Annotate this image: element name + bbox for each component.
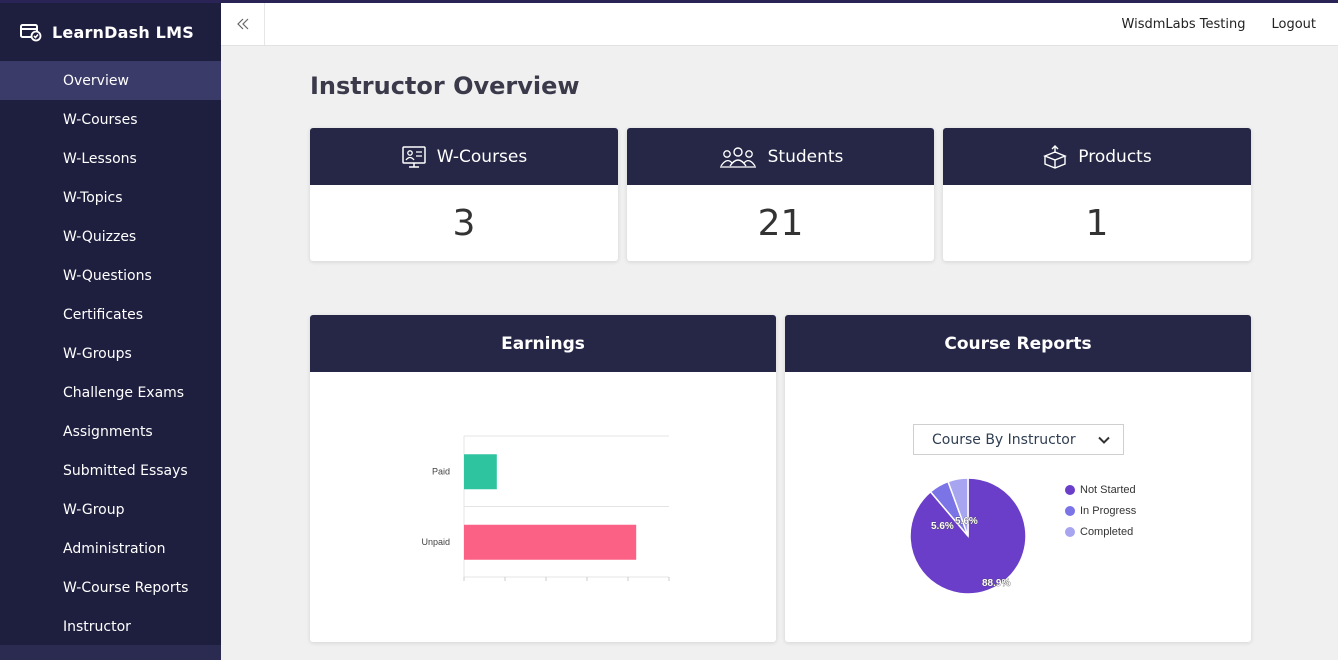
topbar: WisdmLabs Testing Logout bbox=[221, 3, 1338, 46]
course-filter-value: Course By Instructor bbox=[932, 431, 1076, 448]
legend-dot-in-progress bbox=[1065, 505, 1075, 516]
sidebar-item-w-group[interactable]: W-Group bbox=[63, 501, 125, 518]
pie-legend: Not Started In Progress Completed bbox=[1065, 479, 1136, 542]
sidebar-nav: Overview W-Courses W-Lessons W-Topics W-… bbox=[0, 61, 221, 646]
collapse-sidebar-button[interactable] bbox=[221, 3, 265, 45]
sidebar-item-w-topics[interactable]: W-Topics bbox=[63, 189, 123, 206]
brand[interactable]: LearnDash LMS bbox=[20, 18, 194, 46]
stat-value-courses: 3 bbox=[452, 202, 476, 244]
course-reports-pie: 88.9% 5.6% 5.6% bbox=[909, 477, 1027, 595]
legend-label: In Progress bbox=[1080, 504, 1137, 517]
legend-label: Not Started bbox=[1080, 483, 1136, 496]
bar-unpaid[interactable] bbox=[464, 524, 637, 560]
legend-dot-not-started bbox=[1065, 484, 1075, 495]
sidebar-item-w-groups[interactable]: W-Groups bbox=[63, 345, 132, 362]
pie-slice-completed[interactable] bbox=[947, 477, 969, 537]
logout-link[interactable]: Logout bbox=[1271, 16, 1316, 32]
course-reports-title: Course Reports bbox=[785, 315, 1251, 372]
product-box-icon bbox=[1043, 144, 1068, 169]
legend-item[interactable]: In Progress bbox=[1065, 500, 1136, 521]
course-filter-select[interactable]: Course By Instructor bbox=[913, 424, 1124, 455]
sidebar-item-submitted-essays[interactable]: Submitted Essays bbox=[63, 462, 188, 479]
stat-label-courses: W-Courses bbox=[436, 146, 528, 167]
course-reports-panel: Course Reports Course By Instructor 88.9… bbox=[785, 315, 1251, 642]
page-title: Instructor Overview bbox=[310, 72, 580, 100]
earnings-chart: Paid Unpaid bbox=[421, 435, 670, 581]
sidebar-next-item bbox=[0, 645, 221, 660]
sidebar-item-challenge-exams[interactable]: Challenge Exams bbox=[63, 384, 185, 401]
stat-card-header: Products bbox=[943, 128, 1251, 185]
user-menu[interactable]: WisdmLabs Testing bbox=[1121, 16, 1246, 32]
category-label: Paid bbox=[432, 466, 450, 476]
top-accent-line bbox=[0, 0, 1338, 3]
sidebar-item-w-course-reports[interactable]: W-Course Reports bbox=[63, 579, 189, 596]
certificate-icon bbox=[20, 24, 42, 42]
stat-value-products: 1 bbox=[1085, 202, 1109, 244]
students-icon bbox=[719, 146, 756, 168]
stat-label-students: Students bbox=[767, 146, 844, 167]
pie-data-label: 5.6% bbox=[931, 521, 954, 532]
stat-card-header: Students bbox=[627, 128, 934, 185]
sidebar-item-administration[interactable]: Administration bbox=[63, 540, 166, 557]
double-chevron-left-icon bbox=[236, 18, 248, 30]
stat-card-products[interactable]: Products 1 bbox=[943, 128, 1251, 261]
sidebar-item-w-quizzes[interactable]: W-Quizzes bbox=[63, 228, 137, 245]
stat-card-courses[interactable]: W-Courses 3 bbox=[310, 128, 618, 261]
sidebar-item-w-questions[interactable]: W-Questions bbox=[63, 267, 152, 284]
category-label: Unpaid bbox=[421, 537, 450, 547]
bar-paid[interactable] bbox=[464, 454, 497, 490]
legend-item[interactable]: Completed bbox=[1065, 521, 1136, 542]
legend-item[interactable]: Not Started bbox=[1065, 479, 1136, 500]
chevron-down-icon bbox=[1098, 436, 1110, 444]
pie-data-label: 5.6% bbox=[955, 516, 978, 527]
stat-card-header: W-Courses bbox=[310, 128, 618, 185]
sidebar-item-certificates[interactable]: Certificates bbox=[63, 306, 144, 323]
sidebar-item-overview[interactable]: Overview bbox=[0, 61, 221, 100]
sidebar-item-w-lessons[interactable]: W-Lessons bbox=[63, 150, 137, 167]
top-links: WisdmLabs Testing Logout bbox=[1096, 3, 1316, 45]
legend-label: Completed bbox=[1080, 525, 1134, 538]
pie-data-label: 88.9% bbox=[982, 578, 1010, 589]
earnings-panel: Earnings Paid Unpaid bbox=[310, 315, 776, 642]
sidebar-item-assignments[interactable]: Assignments bbox=[63, 423, 153, 440]
sidebar-item-w-courses[interactable]: W-Courses bbox=[63, 111, 138, 128]
stat-value-students: 21 bbox=[757, 202, 804, 244]
legend-dot-completed bbox=[1065, 526, 1075, 537]
course-icon bbox=[402, 145, 426, 168]
sidebar-item-instructor[interactable]: Instructor bbox=[63, 618, 131, 635]
stat-label-products: Products bbox=[1078, 146, 1152, 167]
sidebar: LearnDash LMS Overview W-Courses W-Lesso… bbox=[0, 0, 221, 660]
stat-card-students[interactable]: Students 21 bbox=[627, 128, 934, 261]
brand-name: LearnDash LMS bbox=[52, 22, 194, 42]
earnings-title: Earnings bbox=[310, 315, 776, 372]
